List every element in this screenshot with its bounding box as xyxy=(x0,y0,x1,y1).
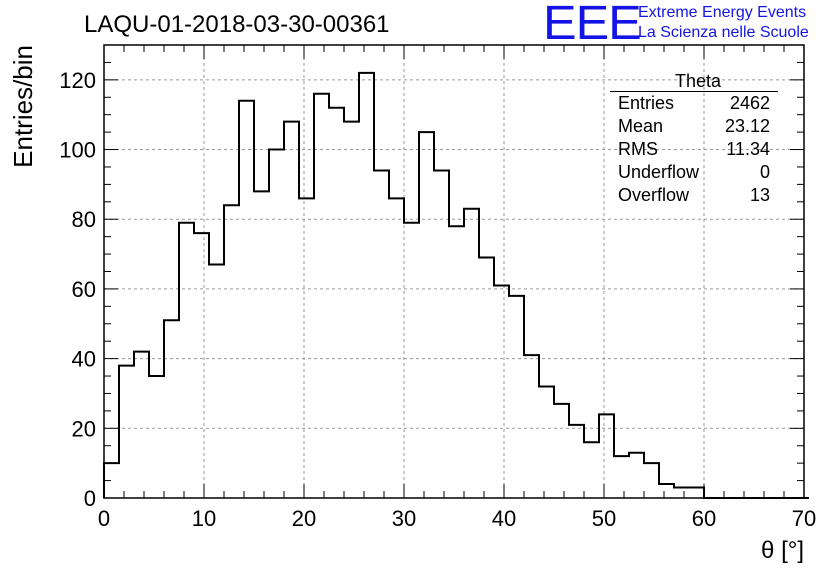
x-tick-label: 60 xyxy=(692,506,716,531)
stats-value: 2462 xyxy=(729,93,770,113)
stats-label: Underflow xyxy=(618,162,700,182)
x-axis-label: θ [°] xyxy=(761,537,804,564)
x-tick-label: 40 xyxy=(492,506,516,531)
y-axis-label: Entries/bin xyxy=(8,45,38,168)
stats-row-underflow: Underflow 0 xyxy=(610,161,778,184)
stats-row-mean: Mean 23.12 xyxy=(610,115,778,138)
logo-line-2: La Scienza nelle Scuole xyxy=(638,24,809,41)
stats-label: Overflow xyxy=(618,185,690,205)
x-tick-label: 10 xyxy=(192,506,216,531)
stats-label: Mean xyxy=(618,116,664,136)
x-tick-label: 50 xyxy=(592,506,616,531)
plot-title: LAQU-01-2018-03-30-00361 xyxy=(84,11,390,38)
stats-value: 11.34 xyxy=(726,139,770,159)
y-tick-label: 120 xyxy=(59,68,96,93)
y-tick-label: 60 xyxy=(72,277,96,302)
x-tick-label: 0 xyxy=(98,506,110,531)
stats-value: 23.12 xyxy=(724,116,770,136)
stats-label: RMS xyxy=(618,139,658,159)
logo-text: Extreme Energy Events La Scienza nelle S… xyxy=(638,3,809,43)
eee-logo: EEE xyxy=(543,0,642,50)
y-tick-label: 20 xyxy=(72,416,96,441)
stats-title: Theta xyxy=(610,72,778,92)
y-tick-label: 80 xyxy=(72,207,96,232)
y-tick-label: 40 xyxy=(72,347,96,372)
stats-box: Theta Entries 2462 Mean 23.12 RMS 11.34 Und… xyxy=(610,72,778,207)
stats-row-rms: RMS 11.34 xyxy=(610,138,778,161)
stats-label: Entries xyxy=(618,93,675,113)
y-tick-label: 100 xyxy=(59,138,96,163)
logo-line-1: Extreme Energy Events xyxy=(638,4,807,21)
stats-row-entries: Entries 2462 xyxy=(610,92,778,115)
histogram-steps xyxy=(103,71,809,499)
x-tick-label: 30 xyxy=(392,506,416,531)
x-tick-label: 70 xyxy=(792,506,816,531)
y-tick-label: 0 xyxy=(84,486,96,511)
stats-value: 0 xyxy=(759,162,770,182)
stats-value: 13 xyxy=(749,185,770,205)
stats-row-overflow: Overflow 13 xyxy=(610,184,778,207)
x-tick-label: 20 xyxy=(292,506,316,531)
